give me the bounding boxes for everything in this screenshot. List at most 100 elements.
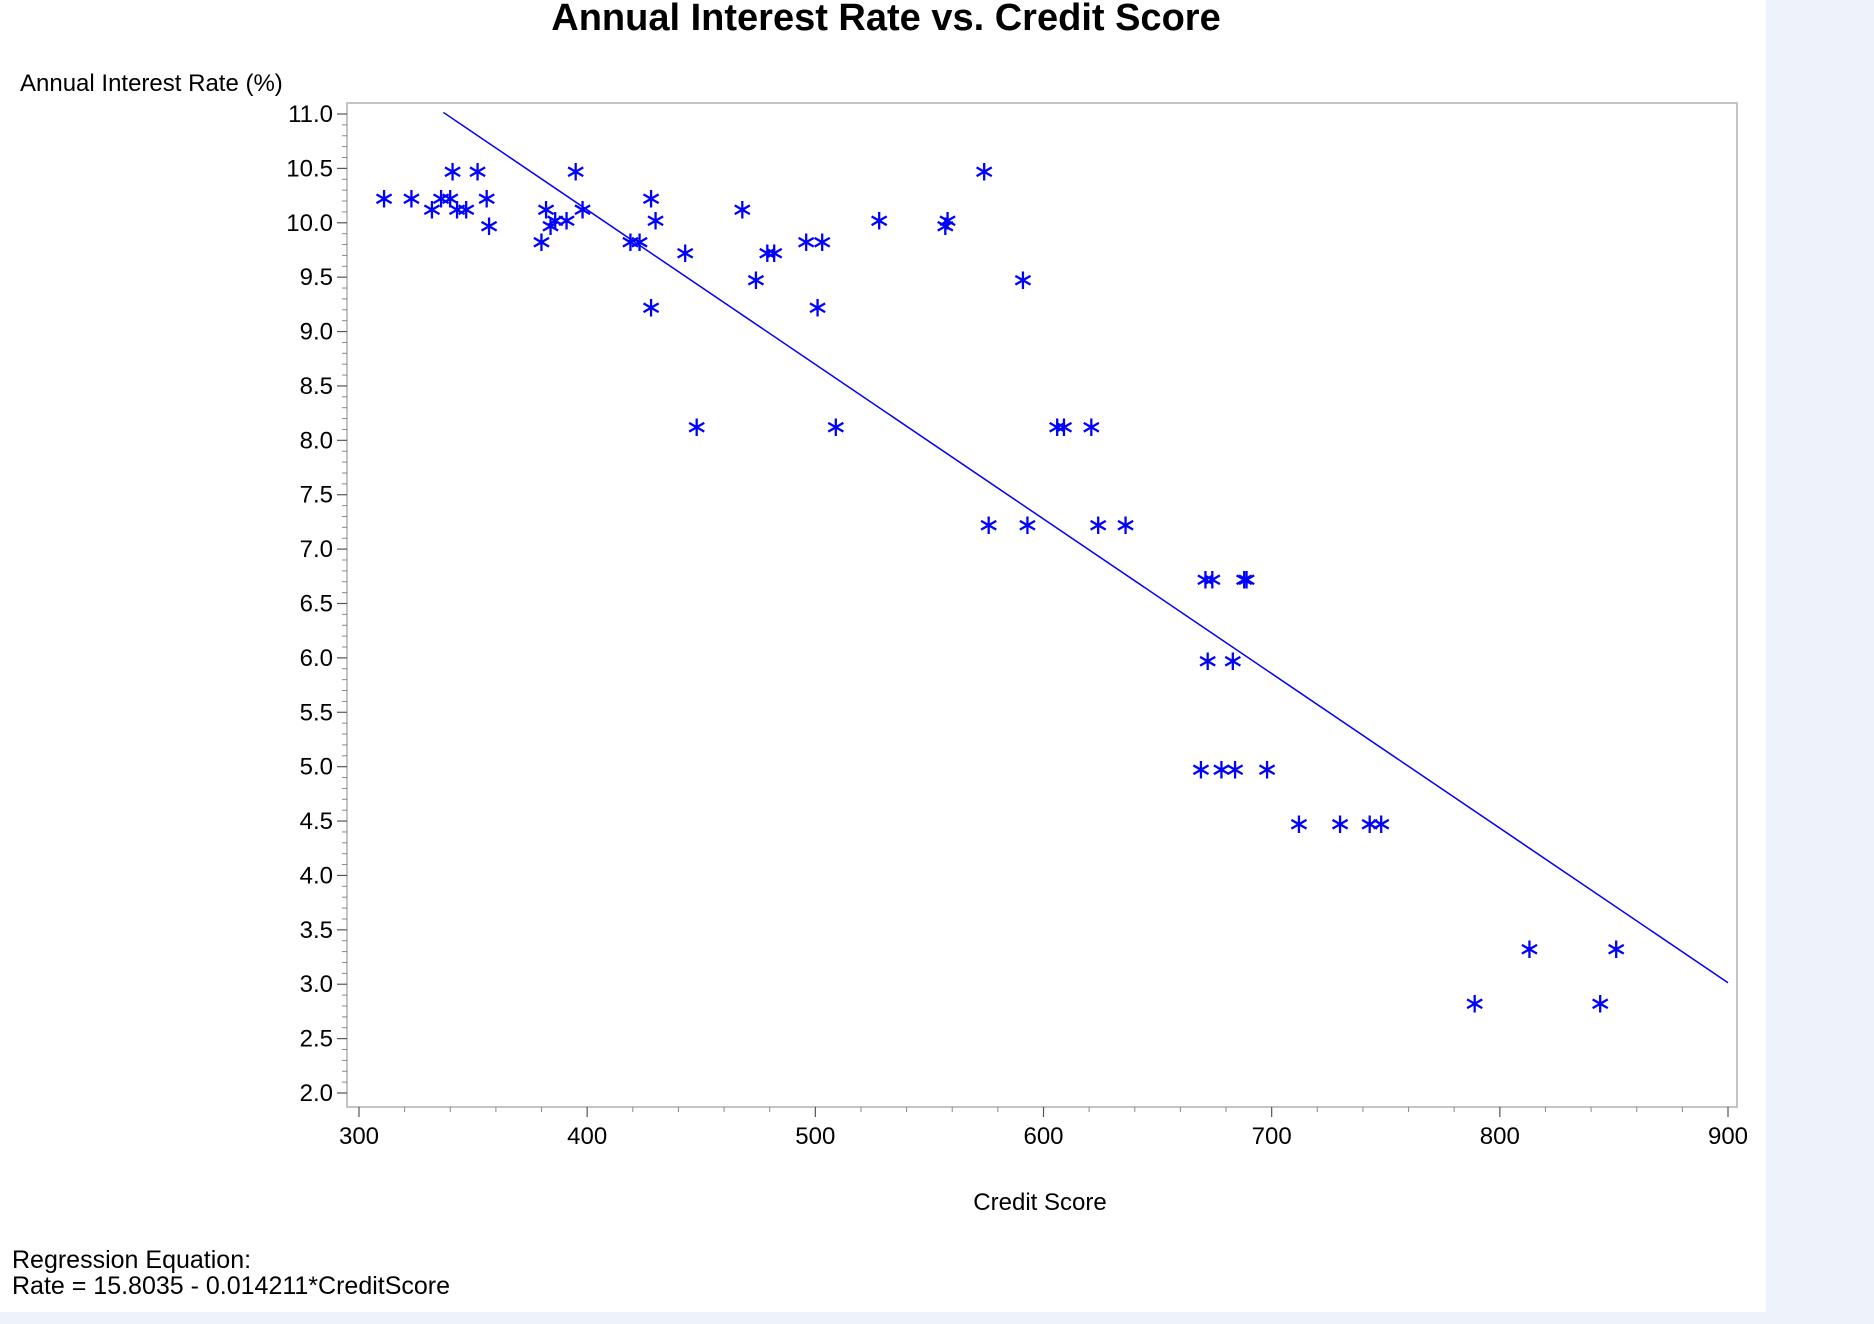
- data-point: ∗: [1194, 562, 1217, 595]
- data-point: ∗: [539, 209, 562, 242]
- data-point: ∗: [867, 203, 890, 236]
- x-tick-label: 900: [1708, 1123, 1748, 1150]
- plot-frame: [346, 102, 1738, 1108]
- data-point: ∗: [619, 225, 642, 258]
- data-point: ∗: [1255, 753, 1278, 786]
- data-point: ∗: [455, 192, 478, 225]
- data-point: ∗: [1358, 807, 1381, 840]
- y-tick-label: 5.0: [300, 754, 333, 781]
- y-tick-label: 10.5: [286, 155, 333, 182]
- data-point: ∗: [466, 154, 489, 187]
- data-point: ∗: [936, 203, 959, 236]
- data-point: ∗: [1221, 644, 1244, 677]
- data-point: ∗: [806, 290, 829, 323]
- y-tick-label: 9.0: [300, 319, 333, 346]
- data-point: ∗: [530, 225, 553, 258]
- data-point: ∗: [1328, 807, 1351, 840]
- data-point: ∗: [1210, 753, 1233, 786]
- data-point: ∗: [1052, 410, 1075, 443]
- data-point: ∗: [564, 154, 587, 187]
- y-tick-label: 4.0: [300, 862, 333, 889]
- data-point: ∗: [639, 182, 662, 215]
- data-point: ∗: [439, 182, 462, 215]
- data-point: ∗: [1201, 562, 1224, 595]
- y-tick-label: 2.5: [300, 1026, 333, 1053]
- data-point: ∗: [1045, 410, 1068, 443]
- data-point: ∗: [1016, 508, 1039, 541]
- data-point: ∗: [441, 154, 464, 187]
- data-point: ∗: [1223, 753, 1246, 786]
- regression-equation-heading: Regression Equation:: [12, 1246, 251, 1274]
- data-point: ∗: [763, 236, 786, 269]
- data-point: ∗: [810, 225, 833, 258]
- data-point: ∗: [543, 203, 566, 236]
- data-point: ∗: [1518, 932, 1541, 965]
- y-tick-label: 8.5: [300, 373, 333, 400]
- data-point: ∗: [1588, 987, 1611, 1020]
- y-tick-label: 3.5: [300, 917, 333, 944]
- data-point: ∗: [534, 192, 557, 225]
- data-point: ∗: [1235, 562, 1258, 595]
- y-axis: 2.0 2.5 3.0 3.5 4.0 4.5 5.0 5.5 6.0 6.5 7.0 7.5 8.0 8…: [286, 101, 347, 1107]
- chart-canvas: Annual Interest Rate vs. Credit Score An…: [0, 0, 1766, 1312]
- regression-line: [443, 111, 1729, 984]
- data-point: ∗: [1114, 508, 1137, 541]
- x-axis: 300 400 500 600 700 800 900: [339, 1107, 1748, 1150]
- data-point: ∗: [644, 203, 667, 236]
- data-point: ∗: [674, 236, 697, 269]
- data-point: ∗: [555, 203, 578, 236]
- y-tick-label: 6.5: [300, 591, 333, 618]
- data-point: ∗: [475, 182, 498, 215]
- x-tick-label: 400: [567, 1123, 607, 1150]
- y-tick-label: 2.0: [300, 1080, 333, 1107]
- y-tick-label: 9.5: [300, 264, 333, 291]
- data-point: ∗: [1233, 562, 1256, 595]
- data-point: ∗: [429, 182, 452, 215]
- x-axis-label: Credit Score: [973, 1189, 1106, 1216]
- data-point: ∗: [571, 192, 594, 225]
- y-axis-label: Annual Interest Rate (%): [20, 70, 283, 97]
- data-point: ∗: [1189, 753, 1212, 786]
- y-tick-label: 8.0: [300, 427, 333, 454]
- data-point: ∗: [1604, 932, 1627, 965]
- data-point: ∗: [1463, 987, 1486, 1020]
- y-tick-label: 11.0: [288, 101, 333, 128]
- chart-title: Annual Interest Rate vs. Credit Score: [551, 0, 1220, 39]
- data-point: ∗: [934, 209, 957, 242]
- data-point: ∗: [400, 182, 423, 215]
- y-tick-label: 5.5: [300, 699, 333, 726]
- data-point: ∗: [477, 209, 500, 242]
- data-point: ∗: [977, 508, 1000, 541]
- x-tick-label: 800: [1480, 1123, 1520, 1150]
- y-tick-label: 4.5: [300, 808, 333, 835]
- regression-equation-formula: Rate = 15.8035 - 0.014211*CreditScore: [12, 1272, 450, 1300]
- data-point: ∗: [639, 290, 662, 323]
- data-point: ∗: [685, 410, 708, 443]
- data-point: ∗: [628, 225, 651, 258]
- y-tick-label: 3.0: [300, 971, 333, 998]
- data-point: ∗: [794, 225, 817, 258]
- y-tick-label: 10.0: [286, 210, 333, 237]
- data-markers: ∗ ∗∗∗∗∗∗∗∗∗∗ ∗∗∗∗∗∗∗∗∗∗∗∗∗∗∗∗∗∗ ∗∗∗∗∗ ∗∗∗∗∗∗…: [372, 154, 1628, 1019]
- data-point: ∗: [1287, 807, 1310, 840]
- data-point: ∗: [372, 182, 395, 215]
- data-point: ∗: [731, 192, 754, 225]
- data-point: ∗: [1196, 644, 1219, 677]
- data-point: ∗: [420, 192, 443, 225]
- data-point: ∗: [972, 154, 995, 187]
- y-tick-label: 7.0: [300, 536, 333, 563]
- y-tick-label: 7.5: [300, 482, 333, 509]
- data-point: ∗: [1080, 410, 1103, 443]
- data-point: ∗: [1011, 263, 1034, 296]
- data-point: ∗: [1369, 807, 1392, 840]
- data-point: ∗: [744, 263, 767, 296]
- scatter-plot: Annual Interest Rate vs. Credit Score An…: [12, 0, 1748, 1300]
- x-tick-label: 600: [1023, 1123, 1063, 1150]
- data-point: ∗: [756, 236, 779, 269]
- x-tick-label: 500: [795, 1123, 835, 1150]
- data-point: ∗: [824, 410, 847, 443]
- x-tick-label: 700: [1252, 1123, 1292, 1150]
- y-tick-label: 6.0: [300, 645, 333, 672]
- data-point: ∗: [445, 192, 468, 225]
- data-point: ∗: [1087, 508, 1110, 541]
